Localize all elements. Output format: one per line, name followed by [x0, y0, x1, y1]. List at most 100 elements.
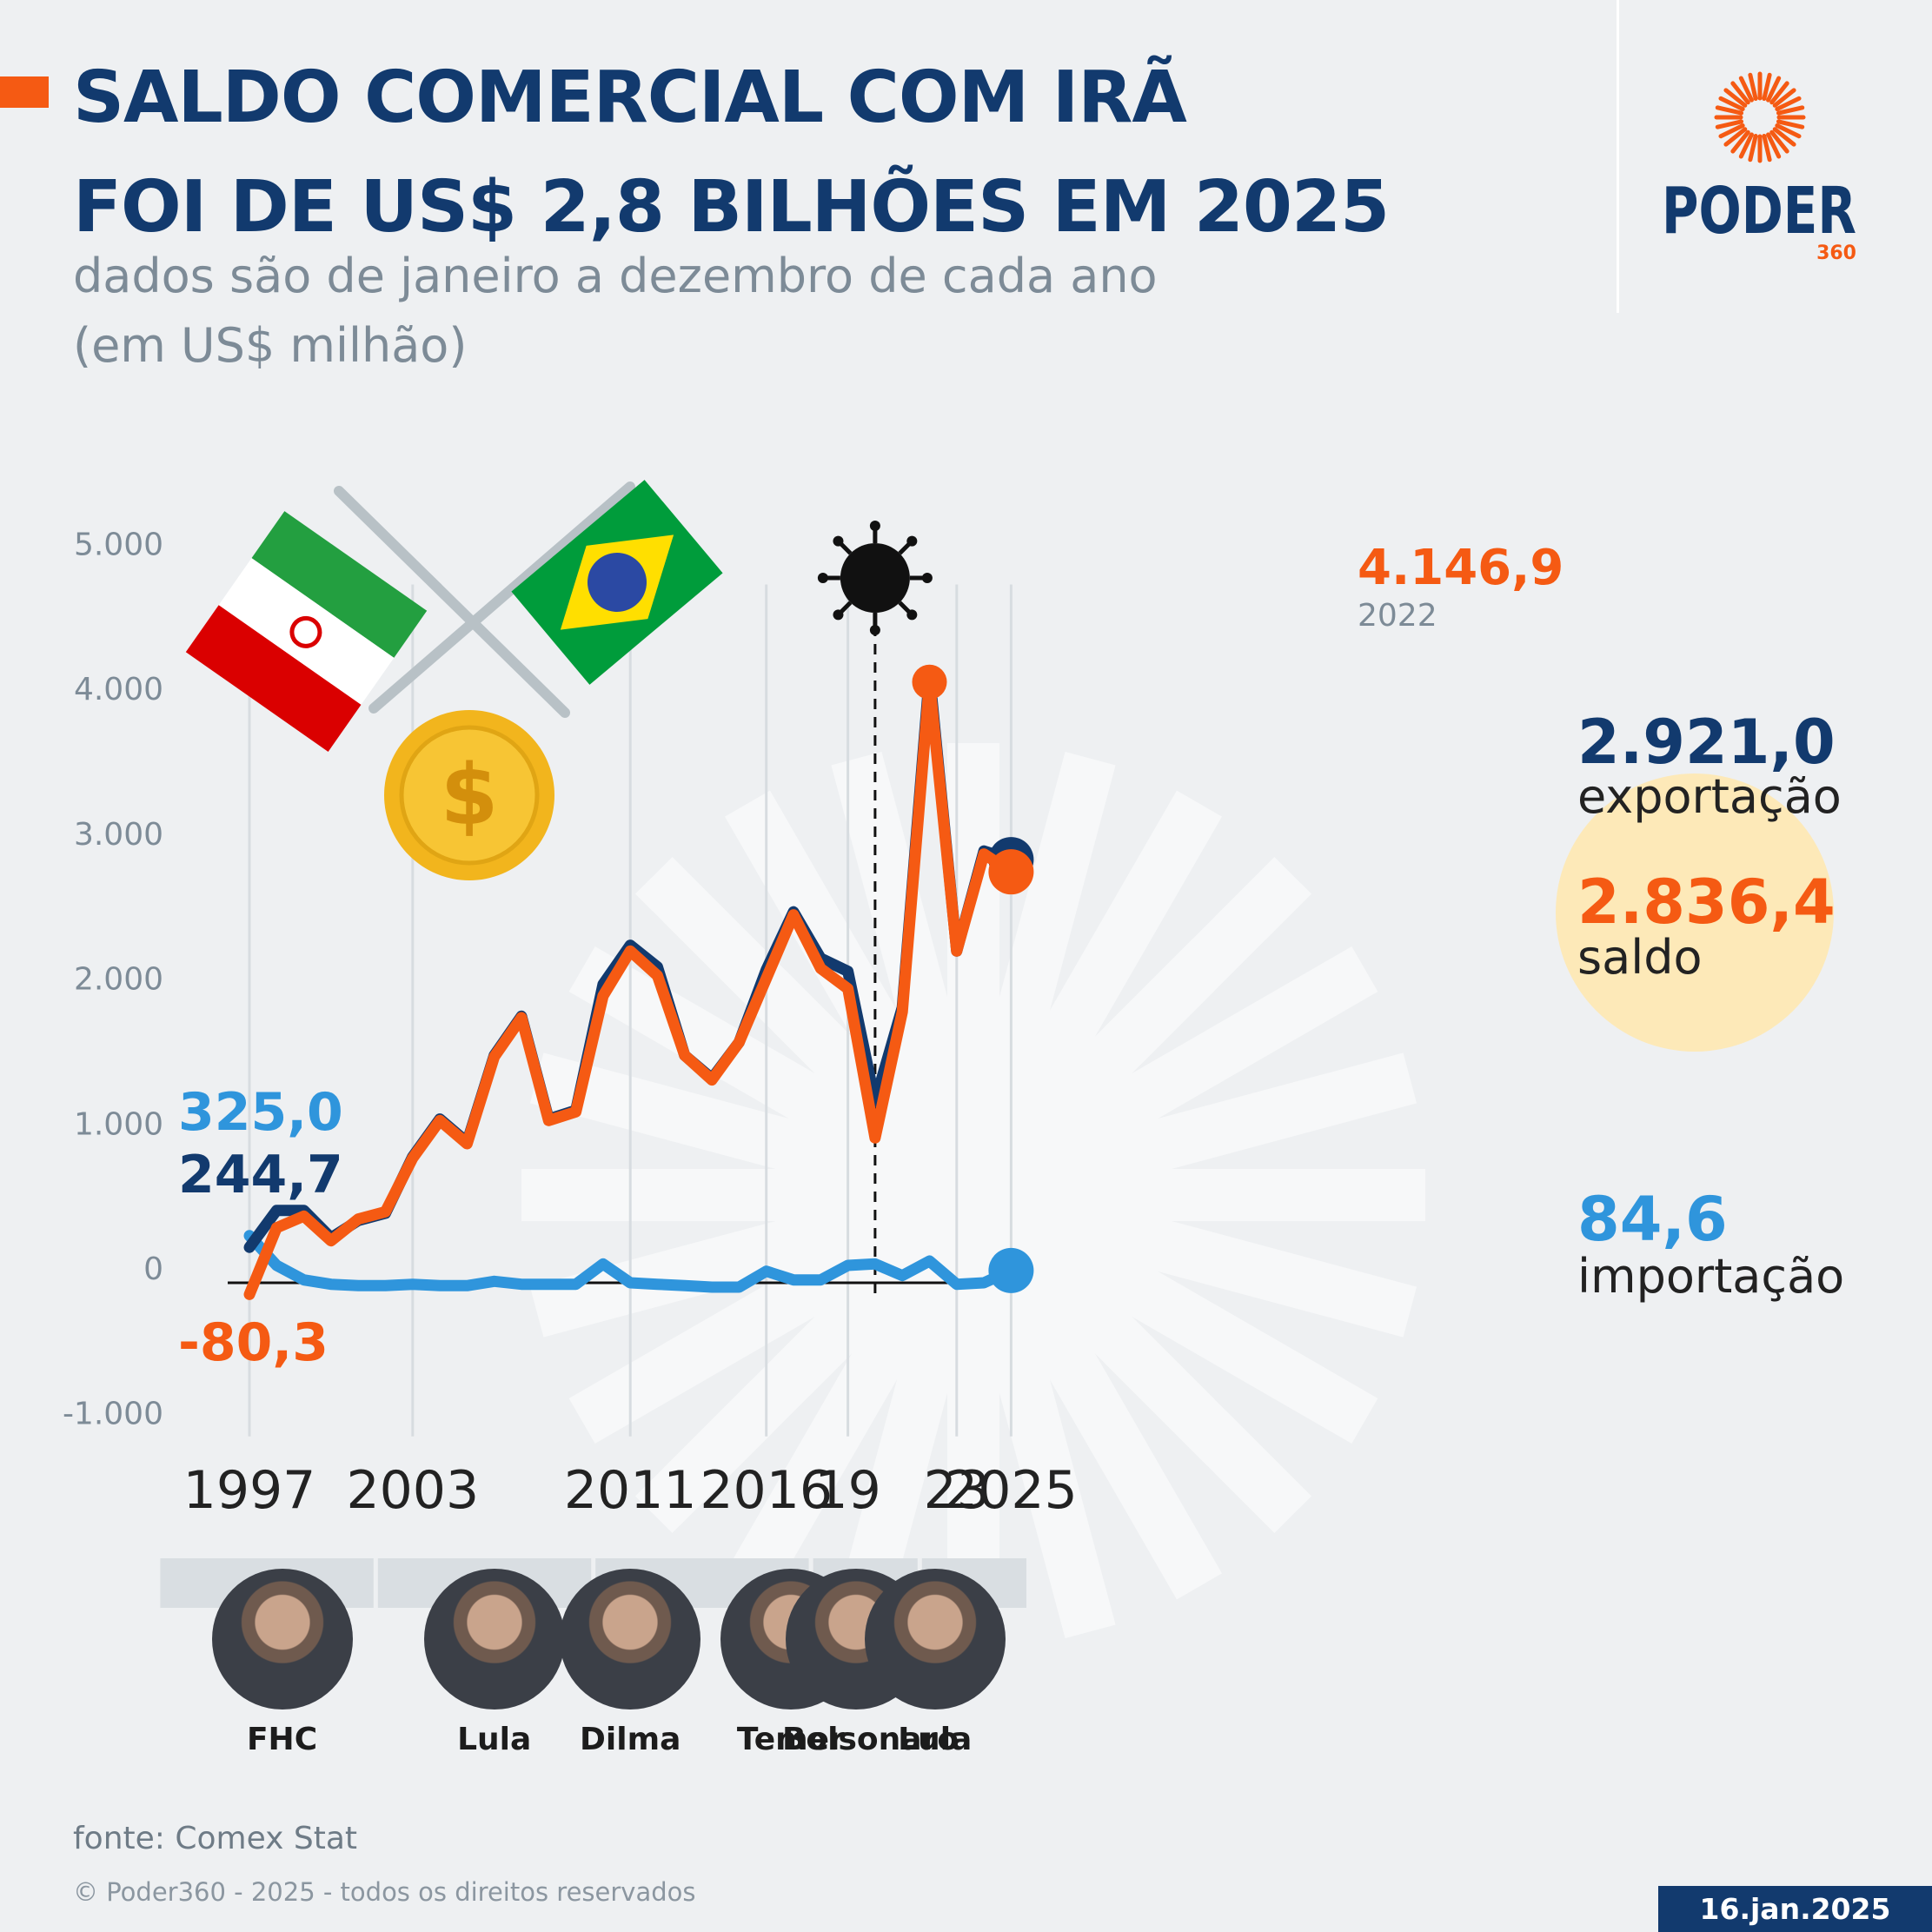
president-name: Lula: [898, 1722, 973, 1757]
president-portrait: [423, 1569, 565, 1710]
logo-ray: [1748, 72, 1758, 102]
logo-ray: [1766, 132, 1782, 159]
title-line-1: SALDO COMERCIAL COM IRÃ: [73, 56, 1187, 139]
page-subtitle: dados são de janeiro a dezembro de cada …: [73, 242, 1158, 381]
virus-spike-tip: [906, 535, 918, 547]
x-tick-label: 2016: [700, 1460, 833, 1521]
y-tick-label: 4.000: [74, 672, 163, 707]
logo-ray: [1772, 127, 1796, 147]
president-name: FHC: [246, 1722, 318, 1757]
exportacao-series-name: exportação: [1577, 769, 1842, 824]
y-tick-label: -1.000: [63, 1397, 163, 1432]
logo-ray: [1730, 129, 1750, 154]
subtitle-line-2: (em US$ milhão): [73, 318, 468, 373]
svg-text:$: $: [441, 747, 499, 844]
logo-ray: [1738, 76, 1754, 103]
logo-suffix: 360: [1816, 242, 1856, 264]
importacao-series-name: importação: [1577, 1249, 1844, 1304]
logo-ray: [1775, 123, 1802, 139]
iran-flag-icon: [185, 511, 428, 752]
background-ray: [948, 751, 1116, 1202]
logo-ray: [1730, 81, 1750, 105]
importacao-end-point: [988, 1247, 1034, 1293]
peak-value-label: 4.146,9: [1358, 540, 1564, 596]
x-tick-label: 1997: [183, 1460, 316, 1521]
background-ray: [529, 1052, 980, 1220]
importacao-series-line: [243, 1230, 1017, 1293]
logo-ray: [1723, 88, 1748, 108]
brazil-flag-icon: [511, 480, 723, 685]
logo-ray: [1776, 105, 1805, 116]
saldo-highlight-circle: [1556, 773, 1834, 1052]
background-ray: [951, 790, 1222, 1208]
president-card: Lula: [421, 1569, 568, 1757]
virus-spike-tip: [817, 573, 828, 583]
president-name: Lula: [457, 1722, 532, 1757]
logo-ray: [1748, 133, 1758, 163]
virus-spike-tip: [921, 573, 933, 583]
saldo-end-label: 2.836,4: [1577, 866, 1836, 938]
saldo-peak-point: [912, 664, 947, 700]
x-tick-label: 2011: [564, 1460, 697, 1521]
saldo-series-name: saldo: [1577, 930, 1703, 985]
source-note: fonte: Comex Stat: [73, 1821, 357, 1856]
virus-spike-tip: [906, 609, 918, 621]
dollar-coin-icon: $: [384, 710, 554, 880]
logo-ray: [1723, 127, 1748, 147]
flag-pole-left: [334, 486, 570, 718]
y-tick-label: 3.000: [74, 817, 163, 853]
background-ray: [966, 1170, 1417, 1338]
president-portrait: [211, 1569, 353, 1710]
saldo-series-line: [243, 676, 1017, 1300]
background-ray: [966, 1052, 1417, 1220]
virus-body: [840, 543, 910, 613]
virus-spike-tip: [833, 535, 844, 547]
virus-spike-tip: [869, 521, 880, 531]
logo-divider: [1617, 0, 1619, 313]
logo-ray: [1718, 123, 1745, 139]
logo-ray: [1738, 132, 1754, 159]
x-tick-label: 23: [924, 1460, 990, 1521]
y-tick-label: 1.000: [74, 1106, 163, 1142]
logo-ray: [1766, 76, 1782, 103]
x-tick-label: 2003: [346, 1460, 479, 1521]
y-tick-label: 2.000: [74, 962, 163, 998]
president-name: Temer: [736, 1722, 845, 1757]
logo-ray: [1715, 105, 1744, 116]
saldo-start-label: -80,3: [178, 1312, 329, 1373]
x-tick-label: 2025: [945, 1460, 1078, 1521]
importacao-end-label: 84,6: [1577, 1184, 1728, 1255]
title-accent-mark: [0, 76, 49, 108]
background-ray: [725, 1182, 996, 1600]
logo-ray: [1762, 133, 1772, 163]
virus-spike-tip: [869, 625, 880, 635]
sun-burst-icon: [1714, 71, 1806, 163]
exportacao-end-label: 2.921,0: [1577, 707, 1836, 778]
president-portrait: [864, 1569, 1006, 1710]
logo-ray: [1769, 81, 1789, 105]
virus-spike-tip: [833, 609, 844, 621]
logo-ray: [1776, 119, 1805, 129]
virus-icon: [817, 521, 933, 635]
background-ray: [960, 1172, 1378, 1444]
president-name: Bolsonaro: [781, 1722, 959, 1757]
president-card: Dilma: [556, 1569, 704, 1757]
logo-ray: [1718, 96, 1745, 111]
y-tick-label: 0: [143, 1251, 163, 1287]
logo-ray: [1762, 72, 1772, 102]
logo-ray: [1775, 96, 1802, 111]
poder360-logo: PODER 360: [1662, 71, 1856, 264]
exportacao-start-label: 244,7: [178, 1145, 343, 1205]
president-card: Lula: [861, 1569, 1009, 1757]
flag-pole-right: [368, 481, 635, 714]
date-badge: 16.jan.2025: [1658, 1886, 1932, 1932]
logo-wordmark: PODER: [1662, 174, 1856, 249]
saldo-end-point: [988, 849, 1034, 895]
subtitle-line-1: dados são de janeiro a dezembro de cada …: [73, 249, 1158, 303]
president-portrait: [560, 1569, 701, 1710]
president-name: Dilma: [580, 1722, 681, 1757]
copyright-note: © Poder360 - 2025 - todos os direitos re…: [73, 1877, 696, 1907]
logo-ray: [1772, 88, 1796, 108]
